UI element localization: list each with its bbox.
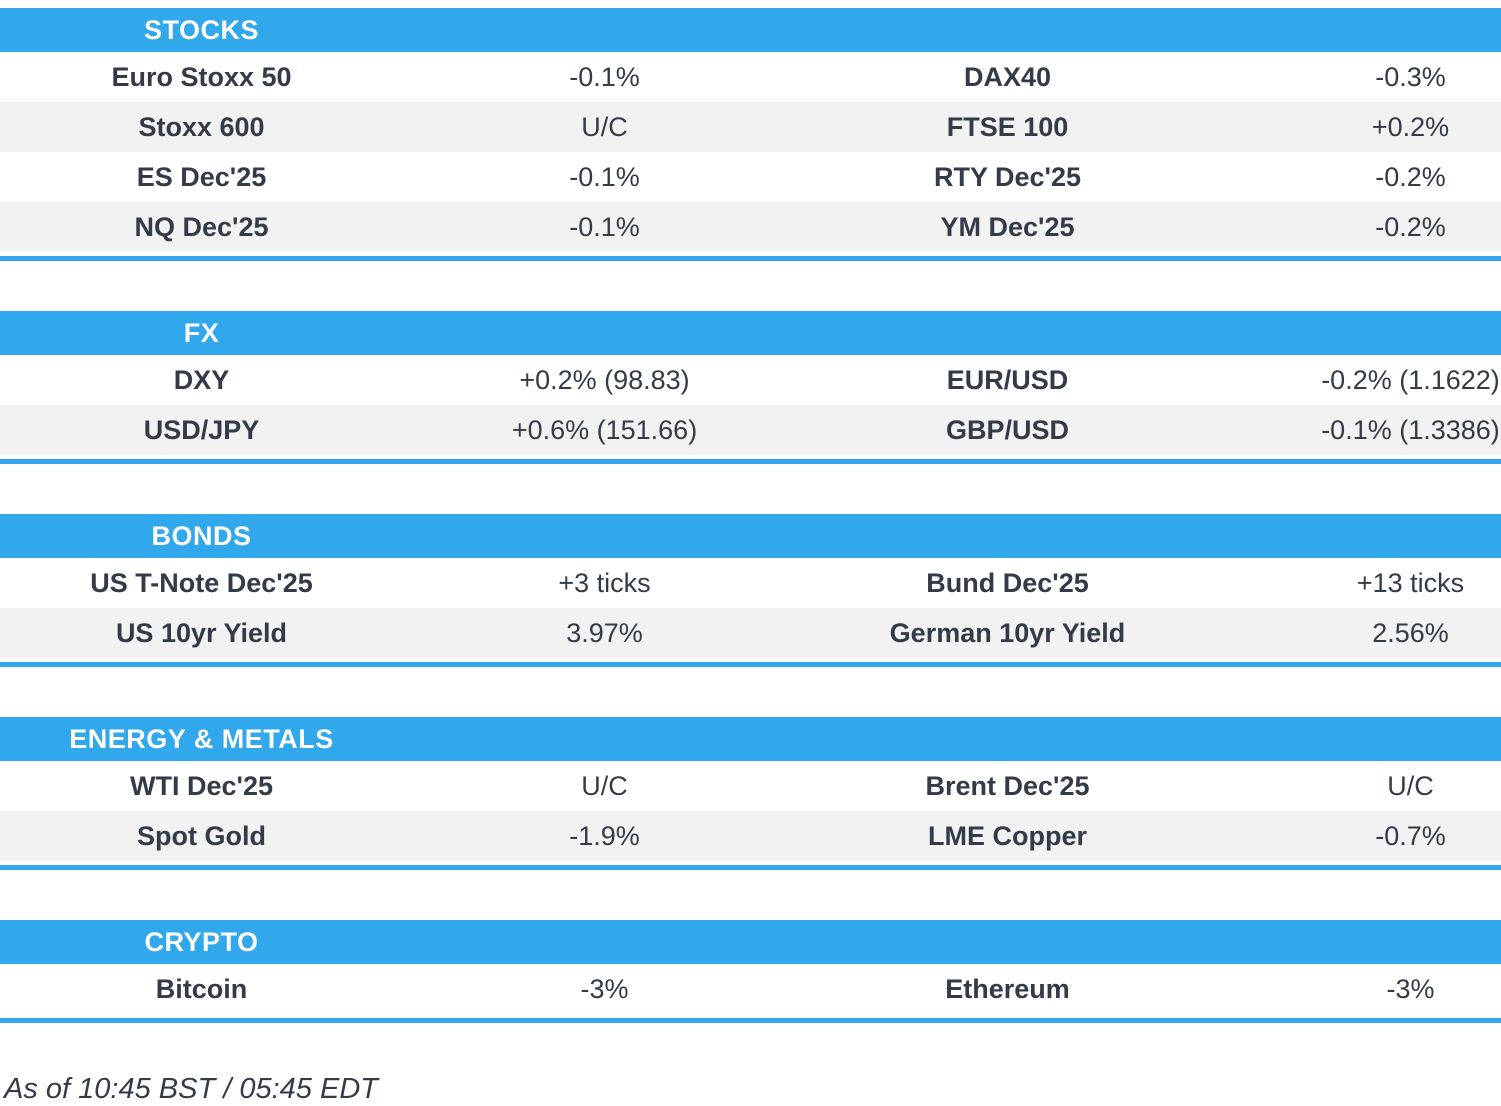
instrument-value: -0.2% (1375, 212, 1446, 242)
table-row: US T-Note Dec'25 +3 ticks Bund Dec'25 +1… (0, 558, 1501, 608)
instrument-label: Spot Gold (137, 821, 266, 851)
instrument-label: US T-Note Dec'25 (90, 568, 313, 598)
section-title: FX (183, 318, 220, 348)
table-row: Euro Stoxx 50 -0.1% DAX40 -0.3% (0, 52, 1501, 102)
instrument-value: -3% (1386, 974, 1435, 1004)
instrument-value: -0.1% (569, 62, 640, 92)
instrument-value: -1.9% (569, 821, 640, 851)
instrument-value: U/C (581, 771, 628, 801)
instrument-value: 2.56% (1372, 618, 1449, 648)
table-row: WTI Dec'25 U/C Brent Dec'25 U/C (0, 761, 1501, 811)
section-stocks: STOCKS Euro Stoxx 50 -0.1% DAX40 -0.3% S… (0, 8, 1501, 261)
instrument-label: Euro Stoxx 50 (111, 62, 292, 92)
section-crypto: CRYPTO Bitcoin -3% Ethereum -3% (0, 920, 1501, 1023)
instrument-label: DAX40 (963, 62, 1052, 92)
section-header-bonds: BONDS (0, 514, 1501, 558)
section-header-fx: FX (0, 311, 1501, 355)
section-energy-metals: ENERGY & METALS WTI Dec'25 U/C Brent Dec… (0, 717, 1501, 870)
instrument-label: German 10yr Yield (889, 618, 1126, 648)
instrument-value: -0.1% (1.3386) (1321, 415, 1500, 445)
instrument-label: RTY Dec'25 (934, 162, 1081, 192)
instrument-value: -0.2% (1375, 162, 1446, 192)
instrument-value: +0.6% (151.66) (511, 415, 698, 445)
instrument-label: Stoxx 600 (138, 112, 265, 142)
section-underline (0, 256, 1501, 261)
instrument-value: -3% (580, 974, 629, 1004)
instrument-value: -0.1% (569, 162, 640, 192)
instrument-label: YM Dec'25 (940, 212, 1075, 242)
section-title: CRYPTO (144, 927, 259, 957)
table-row: USD/JPY +0.6% (151.66) GBP/USD -0.1% (1.… (0, 405, 1501, 455)
instrument-label: FTSE 100 (946, 112, 1069, 142)
instrument-value: -0.3% (1375, 62, 1446, 92)
instrument-value: +0.2% (1371, 112, 1450, 142)
instrument-value: +0.2% (98.83) (519, 365, 690, 395)
section-underline (0, 1018, 1501, 1023)
instrument-label: GBP/USD (945, 415, 1070, 445)
instrument-label: USD/JPY (143, 415, 260, 445)
as-of-timestamp: As of 10:45 BST / 05:45 EDT (4, 1073, 378, 1105)
instrument-label: EUR/USD (946, 365, 1069, 395)
instrument-value: U/C (581, 112, 628, 142)
section-bonds: BONDS US T-Note Dec'25 +3 ticks Bund Dec… (0, 514, 1501, 667)
instrument-label: Ethereum (945, 974, 1070, 1004)
table-row: DXY +0.2% (98.83) EUR/USD -0.2% (1.1622) (0, 355, 1501, 405)
section-title: BONDS (151, 521, 252, 551)
instrument-label: LME Copper (928, 821, 1087, 851)
instrument-value: U/C (1387, 771, 1434, 801)
table-row: Bitcoin -3% Ethereum -3% (0, 964, 1501, 1014)
instrument-label: NQ Dec'25 (134, 212, 269, 242)
table-row: US 10yr Yield 3.97% German 10yr Yield 2.… (0, 608, 1501, 658)
section-underline (0, 459, 1501, 464)
table-row: Spot Gold -1.9% LME Copper -0.7% (0, 811, 1501, 861)
instrument-label: WTI Dec'25 (130, 771, 273, 801)
section-header-crypto: CRYPTO (0, 920, 1501, 964)
section-title: ENERGY & METALS (69, 724, 334, 754)
instrument-label: Bund Dec'25 (926, 568, 1089, 598)
instrument-value: +3 ticks (558, 568, 651, 598)
table-row: NQ Dec'25 -0.1% YM Dec'25 -0.2% (0, 202, 1501, 252)
section-underline (0, 865, 1501, 870)
instrument-value: 3.97% (566, 618, 643, 648)
instrument-label: DXY (173, 365, 230, 395)
section-title: STOCKS (143, 15, 260, 45)
instrument-label: Bitcoin (155, 974, 248, 1004)
table-row: Stoxx 600 U/C FTSE 100 +0.2% (0, 102, 1501, 152)
instrument-label: Brent Dec'25 (925, 771, 1090, 801)
section-header-stocks: STOCKS (0, 8, 1501, 52)
instrument-label: ES Dec'25 (136, 162, 267, 192)
instrument-value: -0.1% (569, 212, 640, 242)
instrument-label: US 10yr Yield (115, 618, 288, 648)
section-underline (0, 662, 1501, 667)
table-row: ES Dec'25 -0.1% RTY Dec'25 -0.2% (0, 152, 1501, 202)
section-fx: FX DXY +0.2% (98.83) EUR/USD -0.2% (1.16… (0, 311, 1501, 464)
instrument-value: -0.7% (1375, 821, 1446, 851)
section-header-energy-metals: ENERGY & METALS (0, 717, 1501, 761)
instrument-value: -0.2% (1.1622) (1321, 365, 1500, 395)
instrument-value: +13 ticks (1356, 568, 1465, 598)
